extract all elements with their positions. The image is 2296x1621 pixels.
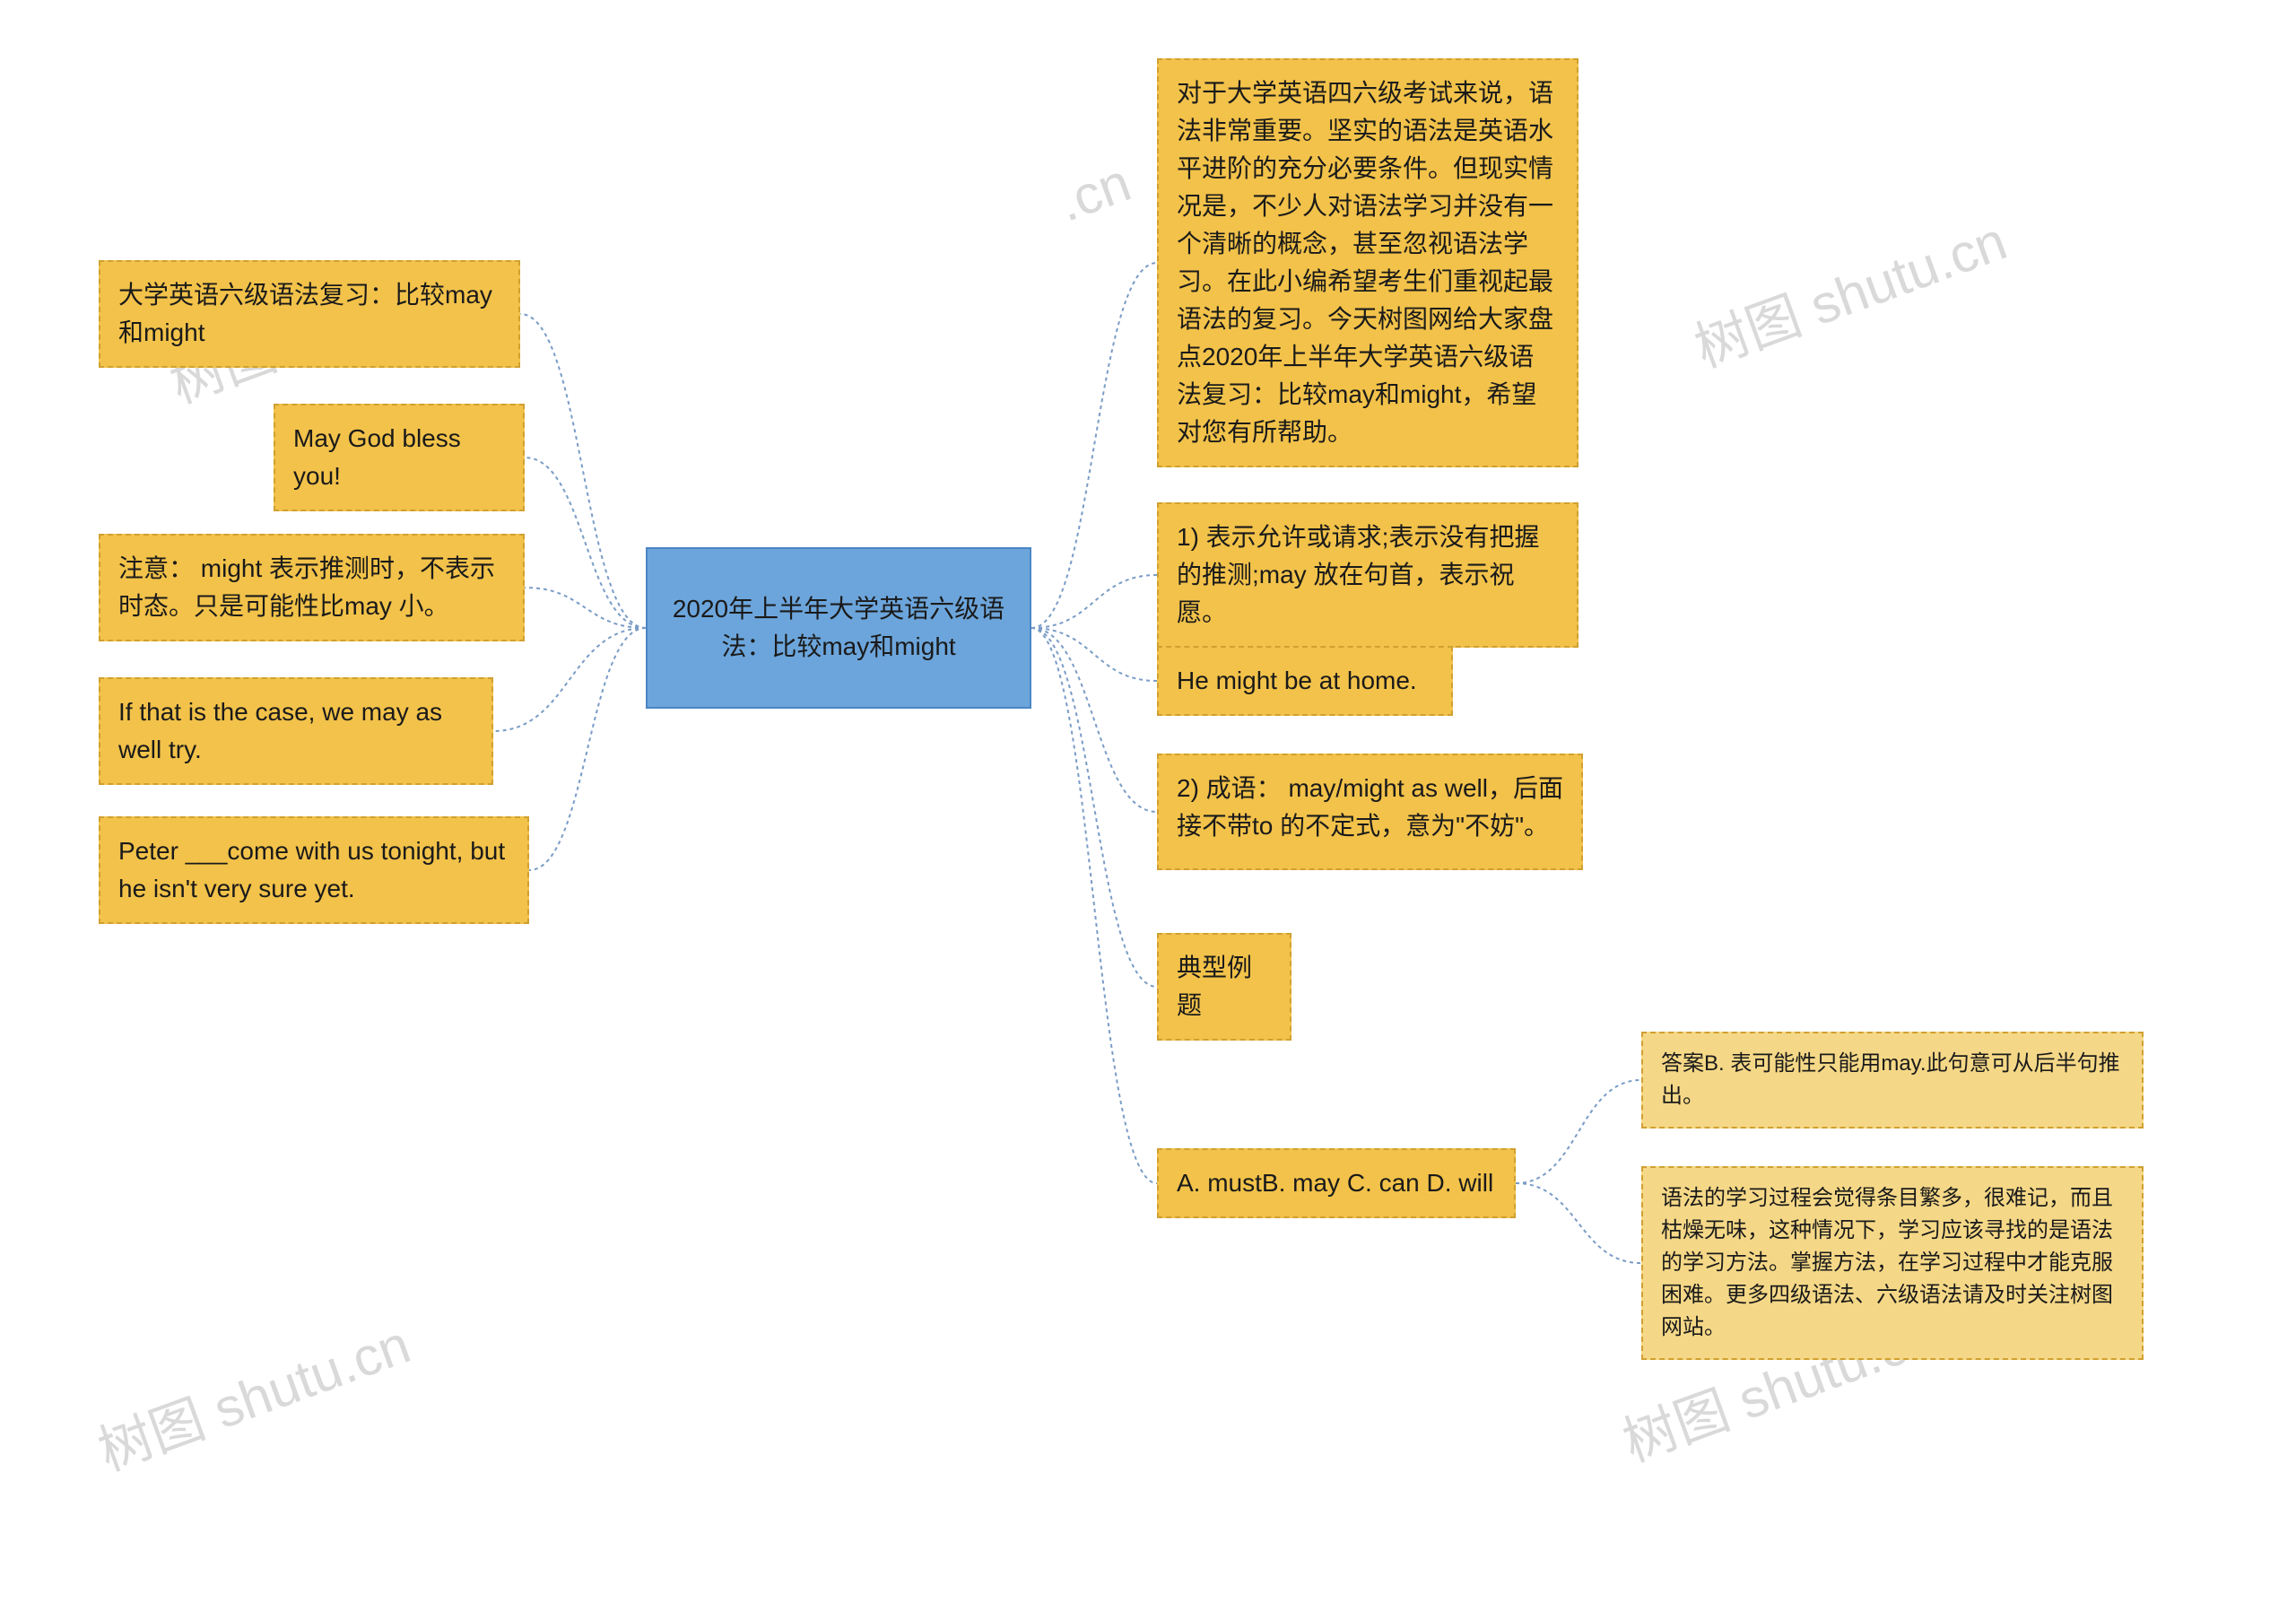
mindmap-node: He might be at home. xyxy=(1157,646,1453,716)
node-text: May God bless you! xyxy=(293,424,461,490)
node-text: 注意： might 表示推测时，不表示时态。只是可能性比may 小。 xyxy=(118,554,495,620)
mindmap-node: 典型例题 xyxy=(1157,933,1292,1041)
node-text: If that is the case, we may as well try. xyxy=(118,698,442,763)
center-text: 2020年上半年大学英语六级语法：比较may和might xyxy=(665,590,1012,666)
mindmap-node: 语法的学习过程会觉得条目繁多，很难记，而且枯燥无味，这种情况下，学习应该寻找的是… xyxy=(1641,1166,2144,1360)
node-text: 1) 表示允许或请求;表示没有把握的推测;may 放在句首，表示祝愿。 xyxy=(1177,523,1539,626)
node-text: 语法的学习过程会觉得条目繁多，很难记，而且枯燥无味，这种情况下，学习应该寻找的是… xyxy=(1661,1186,2113,1339)
watermark: 树图 shutu.cn xyxy=(86,1301,419,1486)
mindmap-node: May God bless you! xyxy=(274,404,525,511)
node-text: 答案B. 表可能性只能用may.此句意可从后半句推出。 xyxy=(1661,1051,2120,1108)
watermark: 树图 shutu.cn xyxy=(1683,197,2015,382)
mindmap-node: 1) 表示允许或请求;表示没有把握的推测;may 放在句首，表示祝愿。 xyxy=(1157,502,1578,648)
node-text: He might be at home. xyxy=(1177,667,1417,694)
node-text: A. mustB. may C. can D. will xyxy=(1177,1169,1493,1197)
mindmap-node: A. mustB. may C. can D. will xyxy=(1157,1148,1516,1218)
mindmap-node: 对于大学英语四六级考试来说，语法非常重要。坚实的语法是英语水平进阶的充分必要条件… xyxy=(1157,58,1578,467)
node-text: 典型例题 xyxy=(1177,954,1252,1019)
node-text: 2) 成语： may/might as well，后面接不带to 的不定式，意为… xyxy=(1177,774,1563,840)
mindmap-node: 答案B. 表可能性只能用may.此句意可从后半句推出。 xyxy=(1641,1032,2144,1129)
mindmap-node: 大学英语六级语法复习：比较may和might xyxy=(99,260,520,368)
watermark: .cn xyxy=(1050,151,1139,233)
mindmap-node: Peter ___come with us tonight, but he is… xyxy=(99,816,529,924)
connector-layer xyxy=(0,0,2296,1621)
node-text: 对于大学英语四六级考试来说，语法非常重要。坚实的语法是英语水平进阶的充分必要条件… xyxy=(1177,79,1553,446)
node-text: 大学英语六级语法复习：比较may和might xyxy=(118,281,492,346)
node-text: Peter ___come with us tonight, but he is… xyxy=(118,837,505,902)
mindmap-node: 2) 成语： may/might as well，后面接不带to 的不定式，意为… xyxy=(1157,754,1583,870)
mindmap-node: If that is the case, we may as well try. xyxy=(99,677,493,785)
mindmap-node: 注意： might 表示推测时，不表示时态。只是可能性比may 小。 xyxy=(99,534,525,641)
center-node: 2020年上半年大学英语六级语法：比较may和might xyxy=(646,547,1031,709)
